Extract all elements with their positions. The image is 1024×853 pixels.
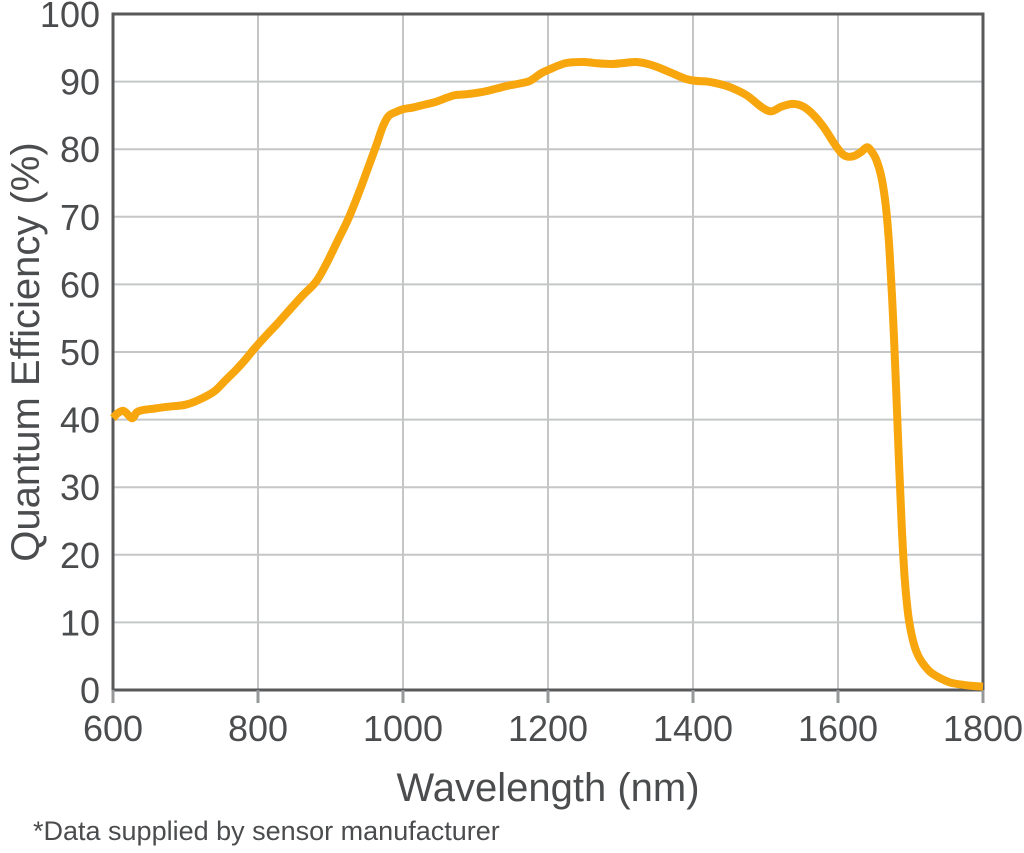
gridlines [113, 14, 983, 690]
y-tick-label: 60 [60, 264, 100, 305]
x-tick-label: 1600 [798, 708, 878, 749]
x-tick-marks [111, 690, 985, 703]
y-tick-label: 20 [60, 535, 100, 576]
y-tick-label: 80 [60, 129, 100, 170]
y-tick-label: 50 [60, 332, 100, 373]
y-tick-label: 10 [60, 602, 100, 643]
y-tick-label: 40 [60, 400, 100, 441]
y-tick-label: 30 [60, 467, 100, 508]
x-tick-label: 1200 [508, 708, 588, 749]
y-tick-label: 90 [60, 62, 100, 103]
x-tick-label: 600 [83, 708, 143, 749]
y-tick-label: 70 [60, 197, 100, 238]
y-tick-label: 100 [40, 0, 100, 35]
y-tick-label: 0 [80, 670, 100, 711]
footnote: *Data supplied by sensor manufacturer [33, 816, 500, 846]
tick-labels: 600 800 1000 1200 1400 1600 1800 0 10 20 30 40 50 60 7… [40, 0, 1023, 749]
y-axis-title: Quantum Efficiency (%) [4, 142, 48, 562]
x-tick-label: 800 [228, 708, 288, 749]
x-tick-label: 1400 [653, 708, 733, 749]
x-tick-label: 1000 [363, 708, 443, 749]
x-axis-title: Wavelength (nm) [396, 766, 700, 810]
qe-curve [110, 57, 984, 691]
x-tick-label: 1800 [943, 708, 1023, 749]
